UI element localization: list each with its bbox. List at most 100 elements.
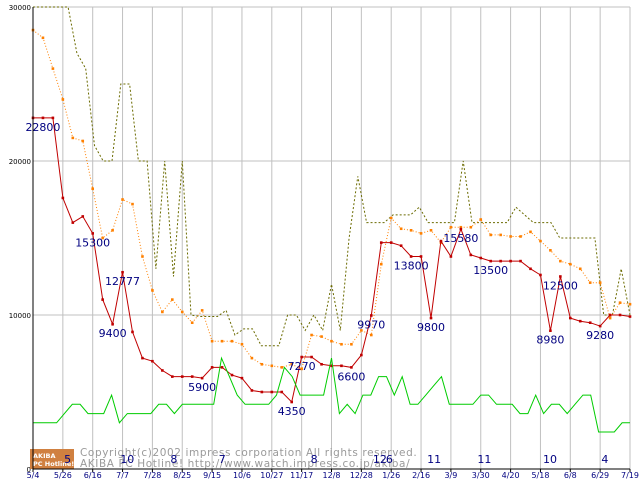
x-tick-label: 6/8 — [564, 471, 577, 480]
y-tick-label: 30000 — [9, 4, 31, 12]
x-tick-label: 7/7 — [116, 471, 129, 480]
data-point — [121, 198, 124, 201]
data-point — [379, 241, 383, 244]
data-point — [628, 302, 632, 306]
data-point — [499, 259, 502, 263]
logo-line1: AKIBA — [33, 452, 55, 460]
data-point — [330, 364, 333, 368]
data-point — [578, 267, 582, 271]
x-tick-label: 5/26 — [54, 471, 72, 480]
data-point — [111, 322, 114, 326]
price-label: 13500 — [473, 264, 508, 277]
data-point — [250, 389, 254, 392]
data-point — [489, 233, 492, 237]
price-label: 8980 — [536, 334, 564, 347]
series-line-shop-count — [33, 356, 630, 433]
data-point — [131, 202, 134, 206]
data-point — [350, 366, 353, 369]
y-tick-label: 0 — [27, 466, 31, 474]
data-point — [529, 230, 532, 234]
data-labels: 22800 15300 9400 12777 5900 4350 7270 6600 9970 1… — [25, 121, 614, 466]
data-point — [71, 136, 75, 140]
data-point — [370, 314, 373, 317]
price-label: 22800 — [25, 121, 60, 134]
data-point — [220, 339, 224, 343]
data-point — [439, 239, 443, 243]
data-point — [578, 319, 582, 323]
count-label: 10 — [120, 453, 134, 466]
data-point — [310, 333, 313, 337]
data-point — [489, 259, 492, 263]
data-point — [41, 36, 45, 40]
data-point — [479, 218, 483, 221]
data-point — [469, 253, 473, 257]
data-point — [340, 342, 343, 346]
data-point — [131, 330, 134, 334]
data-point — [81, 139, 85, 143]
data-point — [151, 359, 154, 363]
data-point — [459, 227, 463, 231]
data-point — [111, 229, 114, 232]
x-tick-label: 10/27 — [260, 471, 283, 480]
data-point — [598, 324, 602, 328]
x-tick-label: 3/30 — [472, 471, 490, 480]
data-point — [360, 353, 363, 357]
price-label: 4350 — [278, 405, 306, 418]
count-label: 8 — [170, 453, 177, 466]
x-tick-label: 7/19 — [621, 471, 639, 480]
data-point — [519, 259, 522, 263]
data-point — [539, 273, 542, 277]
price-label: 7270 — [288, 360, 316, 373]
price-label: 9800 — [417, 321, 445, 334]
data-point — [61, 98, 65, 101]
data-point — [280, 390, 284, 394]
x-tick-label: 4/20 — [502, 471, 520, 480]
data-point — [210, 366, 214, 369]
data-point — [171, 298, 174, 301]
data-point — [340, 364, 343, 368]
series — [31, 6, 632, 433]
footer-watermark: AKIBA PC Hotline! Copyright(c)2002 impre… — [30, 447, 417, 470]
x-axis-ticks: 5/4 5/26 6/16 7/7 7/28 8/25 9/15 10/6 10/27 11/17… — [27, 471, 639, 480]
data-point — [588, 281, 592, 284]
count-label: 8 — [311, 453, 318, 466]
count-label: 5 — [64, 453, 71, 466]
data-point — [81, 215, 85, 218]
x-tick-label: 10/6 — [233, 471, 251, 480]
price-label: 12777 — [105, 275, 140, 288]
data-point — [549, 249, 552, 252]
y-tick-label: 10000 — [9, 312, 31, 320]
data-point — [240, 376, 244, 380]
count-label: 6 — [386, 453, 393, 466]
x-tick-label: 1/26 — [382, 471, 400, 480]
data-point — [598, 281, 602, 284]
data-point — [240, 342, 244, 346]
data-point — [618, 313, 622, 317]
data-point — [300, 355, 303, 359]
count-label: 11 — [427, 453, 441, 466]
y-axis-ticks: 0 10000 20000 30000 — [9, 4, 31, 474]
data-point — [101, 236, 104, 240]
data-point — [250, 356, 254, 360]
data-point — [161, 310, 164, 314]
data-point — [290, 362, 293, 366]
x-tick-label: 5/18 — [531, 471, 549, 480]
data-point — [608, 313, 612, 317]
data-point — [608, 316, 612, 320]
data-point — [121, 270, 124, 274]
data-point — [429, 316, 433, 320]
axes — [32, 7, 630, 470]
price-label: 9970 — [357, 318, 385, 331]
data-point — [151, 289, 154, 292]
data-point — [449, 255, 453, 258]
copyright-text: Copyright(c)2002 impress corporation All… — [80, 447, 417, 459]
data-point — [409, 229, 413, 232]
data-point — [260, 390, 264, 394]
data-point — [190, 321, 194, 324]
data-point — [459, 225, 463, 229]
data-point — [200, 309, 204, 312]
data-point — [370, 333, 373, 337]
data-point — [509, 235, 512, 238]
data-point — [180, 310, 184, 314]
price-label: 9280 — [586, 329, 614, 342]
